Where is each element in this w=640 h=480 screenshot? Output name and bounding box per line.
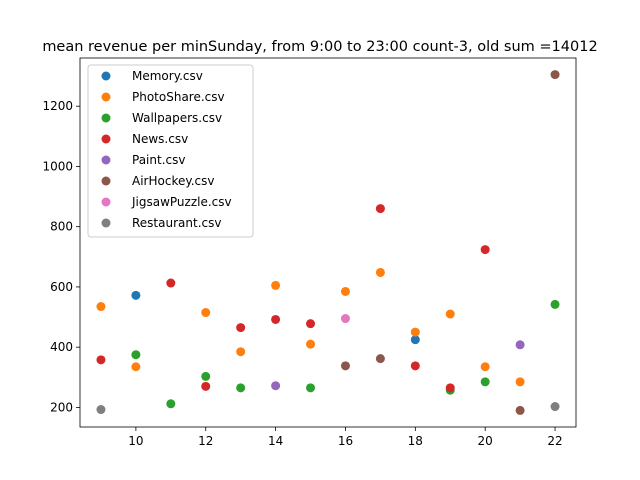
y-tick-label: 800 xyxy=(50,220,73,234)
data-point xyxy=(515,405,525,415)
data-point xyxy=(480,362,490,372)
chart-title: mean revenue per minSunday, from 9:00 to… xyxy=(42,39,597,55)
points-layer xyxy=(96,70,560,415)
data-point xyxy=(201,371,211,381)
legend-label: Memory.csv xyxy=(132,69,203,83)
data-point xyxy=(96,355,106,365)
data-point xyxy=(410,335,420,345)
data-point xyxy=(340,314,350,324)
data-point xyxy=(131,290,141,300)
legend-marker xyxy=(101,134,111,144)
x-tick-label: 20 xyxy=(478,434,493,448)
y-tick-label: 1000 xyxy=(42,159,73,173)
data-point xyxy=(515,377,525,387)
data-point xyxy=(375,354,385,364)
legend-label: PhotoShare.csv xyxy=(132,90,225,104)
x-tick-label: 12 xyxy=(198,434,213,448)
data-point xyxy=(306,319,316,329)
legend-label: Restaurant.csv xyxy=(132,216,221,230)
x-tick-label: 18 xyxy=(408,434,423,448)
legend-box xyxy=(87,64,254,238)
y-tick-label: 600 xyxy=(50,280,73,294)
data-point xyxy=(480,377,490,387)
legend-marker xyxy=(101,218,111,228)
y-tick-label: 1200 xyxy=(42,99,73,113)
legend-marker xyxy=(101,71,111,81)
legend-marker xyxy=(101,113,111,123)
legend-label: Wallpapers.csv xyxy=(132,111,222,125)
data-point xyxy=(271,314,281,324)
x-tick-label: 14 xyxy=(268,434,283,448)
x-axis: 10 12 14 16 18 20 22 xyxy=(128,427,563,448)
y-axis: 200 400 600 800 1000 1200 xyxy=(42,99,80,414)
legend-marker xyxy=(101,155,111,165)
data-point xyxy=(131,350,141,360)
data-point xyxy=(306,383,316,393)
data-point xyxy=(340,286,350,296)
data-point xyxy=(306,339,316,349)
data-point xyxy=(550,299,560,309)
data-point xyxy=(201,308,211,318)
legend-marker xyxy=(101,197,111,207)
legend-label: JigsawPuzzle.csv xyxy=(131,195,232,209)
data-point xyxy=(550,70,560,80)
data-point xyxy=(480,245,490,255)
data-point xyxy=(236,383,246,393)
legend-label: News.csv xyxy=(132,132,188,146)
axes-frame xyxy=(79,57,577,428)
legend-marker xyxy=(101,92,111,102)
data-point xyxy=(340,361,350,371)
data-point xyxy=(271,381,281,391)
data-point xyxy=(375,267,385,277)
y-tick-label: 400 xyxy=(50,340,73,354)
data-point xyxy=(236,347,246,357)
data-point xyxy=(445,383,455,393)
legend-marker xyxy=(101,176,111,186)
data-point xyxy=(410,327,420,337)
x-tick-label: 10 xyxy=(128,434,143,448)
data-point xyxy=(201,381,211,391)
data-point xyxy=(166,399,176,409)
data-point xyxy=(236,323,246,333)
data-point xyxy=(131,362,141,372)
legend-label: AirHockey.csv xyxy=(132,174,215,188)
data-point xyxy=(271,280,281,290)
y-tick-label: 200 xyxy=(50,400,73,414)
data-point xyxy=(375,204,385,214)
legend-label: Paint.csv xyxy=(132,153,185,167)
data-point xyxy=(410,361,420,371)
data-point xyxy=(96,405,106,415)
x-tick-label: 22 xyxy=(547,434,562,448)
legend: Memory.csv PhotoShare.csv Wallpapers.csv Ne… xyxy=(87,64,254,238)
data-point xyxy=(445,309,455,319)
data-point xyxy=(96,302,106,312)
data-point xyxy=(166,278,176,288)
data-point xyxy=(550,402,560,412)
x-tick-label: 16 xyxy=(338,434,353,448)
data-point xyxy=(515,340,525,350)
